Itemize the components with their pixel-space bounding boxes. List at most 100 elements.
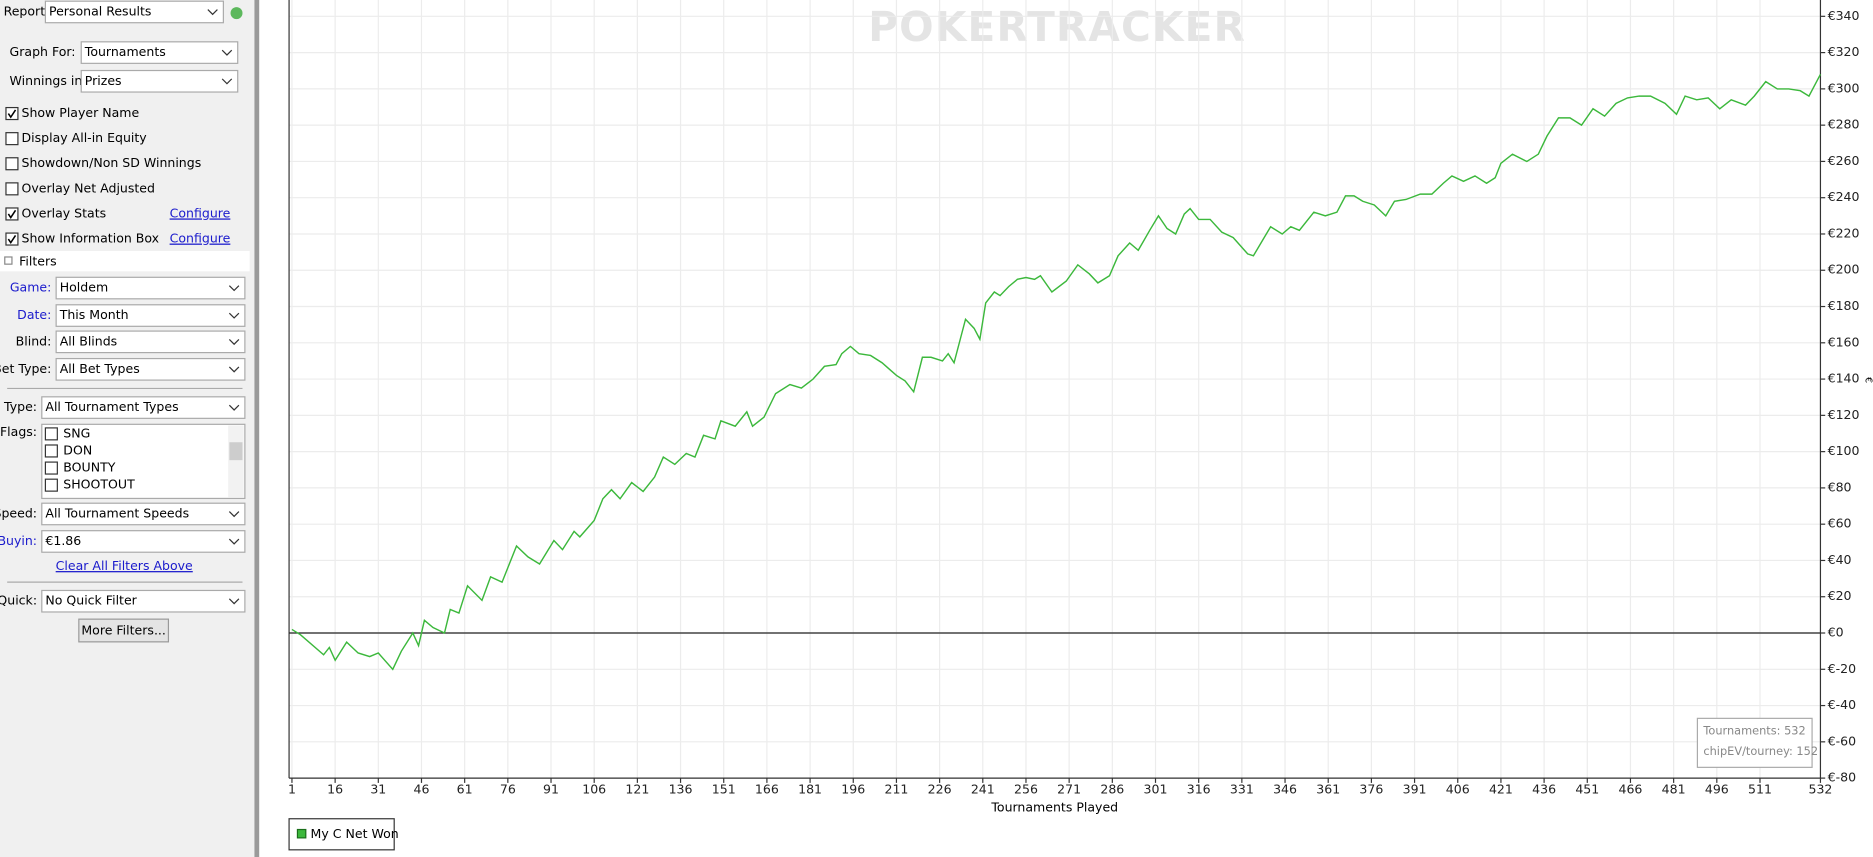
dropdown-arrow <box>228 538 240 545</box>
y-tick-label: €300 <box>1828 80 1860 95</box>
x-tick-label: 61 <box>457 782 473 797</box>
x-tick-label: 181 <box>798 782 822 797</box>
x-tick-label: 151 <box>712 782 736 797</box>
more-filters-label: More Filters... <box>81 623 166 638</box>
flags-list[interactable] <box>41 423 246 500</box>
x-tick-label: 376 <box>1359 782 1383 797</box>
configure-link[interactable]: Configure <box>170 205 231 220</box>
checkbox[interactable] <box>44 478 58 492</box>
x-tick-label: 31 <box>370 782 386 797</box>
x-tick-label: 301 <box>1144 782 1168 797</box>
option-label: Overlay Net Adjusted <box>22 180 155 195</box>
x-tick-label: 331 <box>1230 782 1254 797</box>
configure-link[interactable]: Configure <box>170 231 231 246</box>
x-tick-label: 346 <box>1273 782 1297 797</box>
y-tick-label: €-20 <box>1828 661 1856 676</box>
checkmark <box>7 209 17 219</box>
checkbox[interactable] <box>44 461 58 475</box>
collapse-icon[interactable] <box>4 256 13 265</box>
filters-header <box>0 251 250 272</box>
y-tick-label: €-80 <box>1828 770 1856 785</box>
x-tick-label: 1 <box>288 782 296 797</box>
checkbox[interactable] <box>44 444 58 458</box>
checkbox[interactable] <box>5 132 19 146</box>
field-label: Flags: <box>0 424 37 439</box>
checkbox[interactable] <box>5 157 19 171</box>
x-tick-label: 166 <box>755 782 779 797</box>
x-axis-title: Tournaments Played <box>990 799 1118 814</box>
x-tick-label: 196 <box>841 782 865 797</box>
x-tick-label: 436 <box>1532 782 1556 797</box>
dropdown[interactable] <box>55 330 246 354</box>
y-tick-label: €200 <box>1828 262 1860 277</box>
y-tick-label: €320 <box>1828 44 1860 59</box>
field-label: Winnings in: <box>10 73 87 88</box>
x-tick-label: 256 <box>1014 782 1038 797</box>
x-tick-label: 106 <box>582 782 606 797</box>
checkbox[interactable] <box>5 232 19 246</box>
option-label: Showdown/Non SD Winnings <box>22 155 202 170</box>
y-tick-label: €40 <box>1828 552 1852 567</box>
x-tick-label: 532 <box>1808 782 1832 797</box>
dropdown[interactable] <box>80 69 239 93</box>
legend-swatch <box>296 828 307 839</box>
y-tick-label: €180 <box>1828 298 1860 313</box>
field-label: Date: <box>17 307 51 322</box>
filters-title: Filters <box>19 253 57 268</box>
scroll-thumb[interactable] <box>229 442 243 461</box>
dropdown[interactable] <box>55 357 246 381</box>
checkmark <box>7 109 17 119</box>
dropdown-value: €1.86 <box>45 533 81 548</box>
option-label: Display All-in Equity <box>22 130 148 145</box>
field-label: Type: <box>3 399 37 414</box>
help-icon[interactable] <box>230 7 243 20</box>
dropdown-arrow <box>228 598 240 605</box>
dropdown[interactable] <box>41 530 246 553</box>
y-tick-label: €-60 <box>1828 733 1856 748</box>
dropdown[interactable] <box>55 304 246 327</box>
x-tick-label: 361 <box>1316 782 1340 797</box>
flag-label: DON <box>63 442 92 457</box>
flag-label: SNG <box>63 425 90 440</box>
option-label: Overlay Stats <box>22 205 107 220</box>
dropdown-arrow <box>228 312 240 319</box>
option-label: Show Information Box <box>22 231 160 246</box>
x-tick-label: 286 <box>1100 782 1124 797</box>
checkbox[interactable] <box>44 427 58 441</box>
y-tick-label: €340 <box>1828 8 1860 23</box>
flag-label: BOUNTY <box>63 460 115 475</box>
dropdown[interactable] <box>41 502 246 526</box>
x-tick-label: 76 <box>500 782 516 797</box>
dropdown-value: All Bet Types <box>60 361 140 376</box>
dropdown[interactable] <box>41 589 246 613</box>
field-label: Bet Type: <box>0 361 51 376</box>
checkbox[interactable] <box>5 106 19 121</box>
x-tick-label: 271 <box>1057 782 1081 797</box>
dropdown[interactable] <box>44 0 224 24</box>
dropdown-arrow <box>221 49 233 56</box>
dropdown-value: All Tournament Types <box>45 399 178 414</box>
y-tick-label: €20 <box>1828 588 1852 603</box>
checkbox[interactable] <box>5 207 19 221</box>
dropdown-arrow <box>207 9 218 16</box>
dropdown[interactable] <box>80 41 239 64</box>
checkbox[interactable] <box>5 182 19 196</box>
y-tick-label: €60 <box>1828 516 1852 531</box>
watermark: POKERTRACKER <box>868 3 1246 51</box>
y-tick-label: €280 <box>1828 117 1860 132</box>
field-label: Graph For: <box>10 44 76 59</box>
dropdown[interactable] <box>41 396 246 419</box>
more-filters-button[interactable] <box>78 618 170 643</box>
info-text: Tournaments: 532 <box>1702 723 1805 737</box>
x-tick-label: 481 <box>1662 782 1686 797</box>
x-tick-label: 16 <box>327 782 343 797</box>
dropdown[interactable] <box>55 276 246 300</box>
legend-box <box>288 818 395 851</box>
dropdown-arrow <box>228 285 240 292</box>
clear-filters-link[interactable]: Clear All Filters Above <box>56 558 193 573</box>
x-tick-label: 391 <box>1403 782 1427 797</box>
dropdown-value: No Quick Filter <box>45 593 137 608</box>
splitter <box>254 0 260 857</box>
